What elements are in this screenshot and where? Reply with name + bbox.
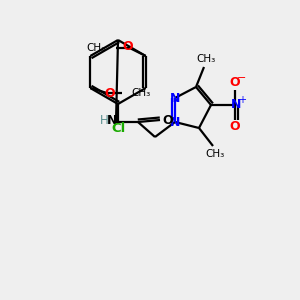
Text: −: − [237, 73, 247, 83]
Text: N: N [170, 92, 180, 104]
Text: Cl: Cl [111, 122, 125, 136]
Text: CH₃: CH₃ [86, 43, 106, 53]
Text: CH₃: CH₃ [206, 149, 225, 159]
Text: O: O [230, 76, 240, 89]
Text: N: N [107, 115, 117, 128]
Text: O: O [230, 121, 240, 134]
Text: CH₃: CH₃ [131, 88, 151, 98]
Text: CH₃: CH₃ [196, 54, 216, 64]
Text: O: O [163, 113, 173, 127]
Text: O: O [122, 40, 133, 53]
Text: +: + [238, 95, 246, 105]
Text: N: N [170, 116, 180, 128]
Text: H: H [100, 115, 108, 128]
Text: N: N [231, 98, 241, 112]
Text: O: O [104, 87, 115, 100]
